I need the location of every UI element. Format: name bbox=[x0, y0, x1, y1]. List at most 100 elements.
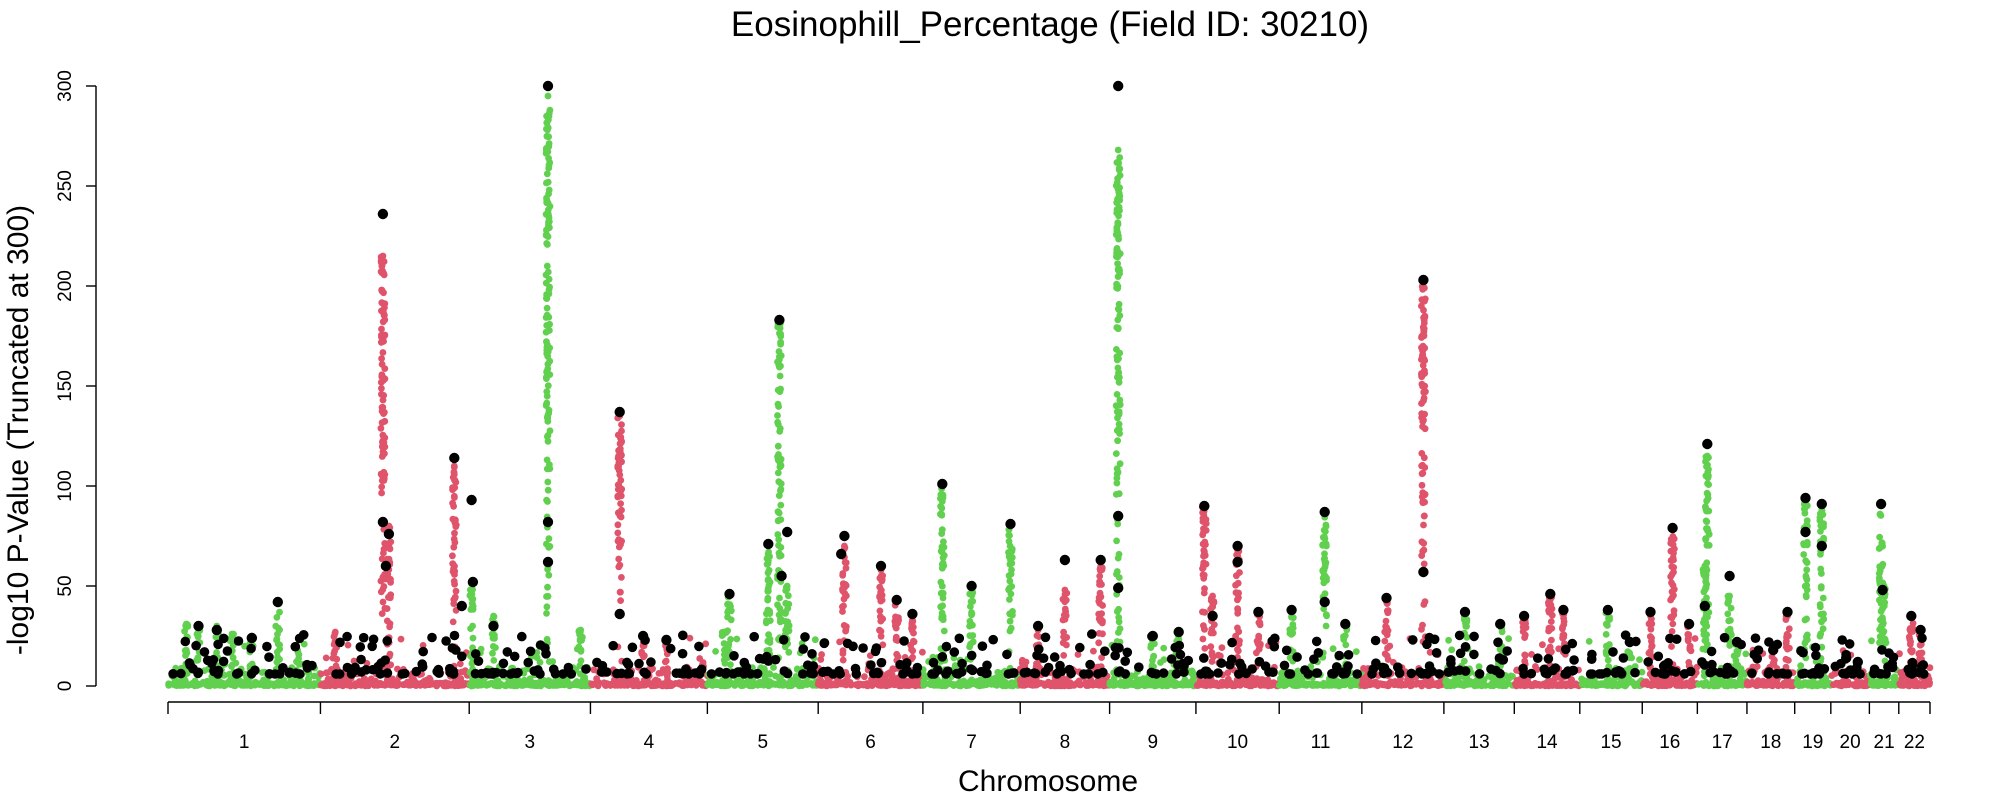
snp-point bbox=[1112, 450, 1120, 457]
chromosome-label-2: 2 bbox=[390, 732, 401, 753]
snp-point bbox=[576, 670, 584, 678]
snp-point bbox=[543, 343, 551, 351]
snp-point bbox=[1115, 193, 1123, 201]
snp-point bbox=[1060, 596, 1068, 604]
snp-point bbox=[1098, 681, 1106, 689]
chromosome-label-9: 9 bbox=[1147, 732, 1158, 753]
snp-point bbox=[276, 608, 283, 616]
snp-point bbox=[1782, 655, 1790, 663]
snp-point bbox=[543, 170, 551, 178]
snp-point bbox=[543, 603, 551, 611]
snp-point bbox=[940, 538, 947, 546]
snp-point bbox=[1668, 594, 1676, 601]
snp-point bbox=[967, 598, 975, 605]
snp-point bbox=[1639, 680, 1647, 688]
snp-point bbox=[1381, 637, 1389, 645]
snp-point bbox=[1006, 617, 1014, 625]
snp-point bbox=[1209, 602, 1216, 610]
snp-point bbox=[932, 681, 939, 689]
snp-point bbox=[273, 636, 280, 644]
snp-point bbox=[468, 660, 476, 667]
snp-point bbox=[840, 602, 847, 610]
snp-point bbox=[775, 403, 782, 410]
snp-point bbox=[1007, 553, 1015, 561]
snp-point bbox=[353, 680, 360, 688]
snp-point bbox=[227, 680, 234, 687]
snp-point bbox=[841, 542, 848, 550]
snp-point bbox=[615, 563, 623, 571]
snp-point bbox=[617, 487, 625, 495]
snp-point bbox=[1114, 373, 1121, 381]
snp-point bbox=[383, 617, 391, 625]
snp-point bbox=[574, 681, 581, 689]
snp-point bbox=[449, 567, 457, 575]
snp-point bbox=[328, 680, 336, 687]
snp-point bbox=[937, 681, 945, 689]
snp-point bbox=[1471, 682, 1479, 690]
snp-point bbox=[966, 622, 973, 630]
snp-point bbox=[544, 382, 552, 390]
snp-point bbox=[378, 262, 386, 270]
snp-point bbox=[489, 634, 497, 642]
snp-point bbox=[1098, 610, 1105, 617]
snp-point bbox=[764, 594, 772, 602]
snp-point bbox=[1363, 682, 1370, 689]
snp-point bbox=[1817, 527, 1824, 535]
snp-point bbox=[1061, 586, 1069, 594]
chromosome-label-22: 22 bbox=[1904, 732, 1925, 753]
snp-point bbox=[877, 586, 885, 594]
snp-point bbox=[576, 635, 584, 643]
snp-point bbox=[1800, 551, 1808, 558]
snp-point bbox=[614, 492, 622, 500]
snp-point bbox=[1097, 616, 1105, 623]
snp-point bbox=[1112, 402, 1120, 410]
snp-point bbox=[300, 640, 308, 648]
snp-point bbox=[1360, 665, 1367, 672]
snp-point bbox=[1803, 566, 1811, 574]
chromosome-label-5: 5 bbox=[757, 732, 768, 753]
snp-point bbox=[1421, 490, 1429, 498]
snp-point bbox=[968, 610, 976, 618]
snp-point bbox=[733, 635, 741, 643]
snp-point bbox=[1397, 681, 1405, 688]
snp-point bbox=[1207, 643, 1215, 650]
snp-point bbox=[378, 483, 386, 491]
chromosome-label-10: 10 bbox=[1227, 732, 1248, 753]
snp-point bbox=[1253, 675, 1261, 682]
snp-point bbox=[1691, 635, 1699, 642]
snp-point bbox=[543, 125, 550, 133]
snp-point bbox=[377, 338, 385, 346]
snp-point bbox=[1647, 625, 1655, 633]
snp-point bbox=[378, 286, 386, 294]
snp-point bbox=[344, 641, 352, 649]
snp-point bbox=[774, 601, 781, 609]
snp-point bbox=[766, 635, 774, 643]
snp-point bbox=[884, 670, 891, 678]
snp-point bbox=[994, 680, 1001, 688]
snp-point bbox=[777, 385, 784, 393]
snp-point bbox=[769, 680, 777, 688]
snp-point bbox=[906, 681, 914, 689]
snp-point bbox=[1831, 670, 1839, 678]
y-tick-label-150: 150 bbox=[55, 370, 76, 402]
snp-point bbox=[1668, 571, 1676, 578]
snp-point bbox=[1513, 680, 1520, 688]
snp-point bbox=[1521, 634, 1528, 641]
snp-point bbox=[295, 660, 303, 668]
snp-point bbox=[616, 457, 623, 465]
snp-point bbox=[545, 543, 553, 551]
snp-point bbox=[747, 678, 755, 685]
chromosome-label-16: 16 bbox=[1659, 732, 1680, 753]
snp-point bbox=[1113, 226, 1121, 234]
snp-point bbox=[966, 590, 974, 598]
chromosome-label-11: 11 bbox=[1311, 732, 1331, 753]
snp-point bbox=[543, 295, 551, 302]
snp-point bbox=[527, 681, 535, 689]
snp-point bbox=[381, 304, 388, 312]
snp-point bbox=[725, 642, 732, 650]
snp-point bbox=[545, 186, 553, 194]
snp-point bbox=[1202, 520, 1210, 527]
snp-point bbox=[322, 681, 330, 689]
snp-point bbox=[1286, 678, 1294, 686]
